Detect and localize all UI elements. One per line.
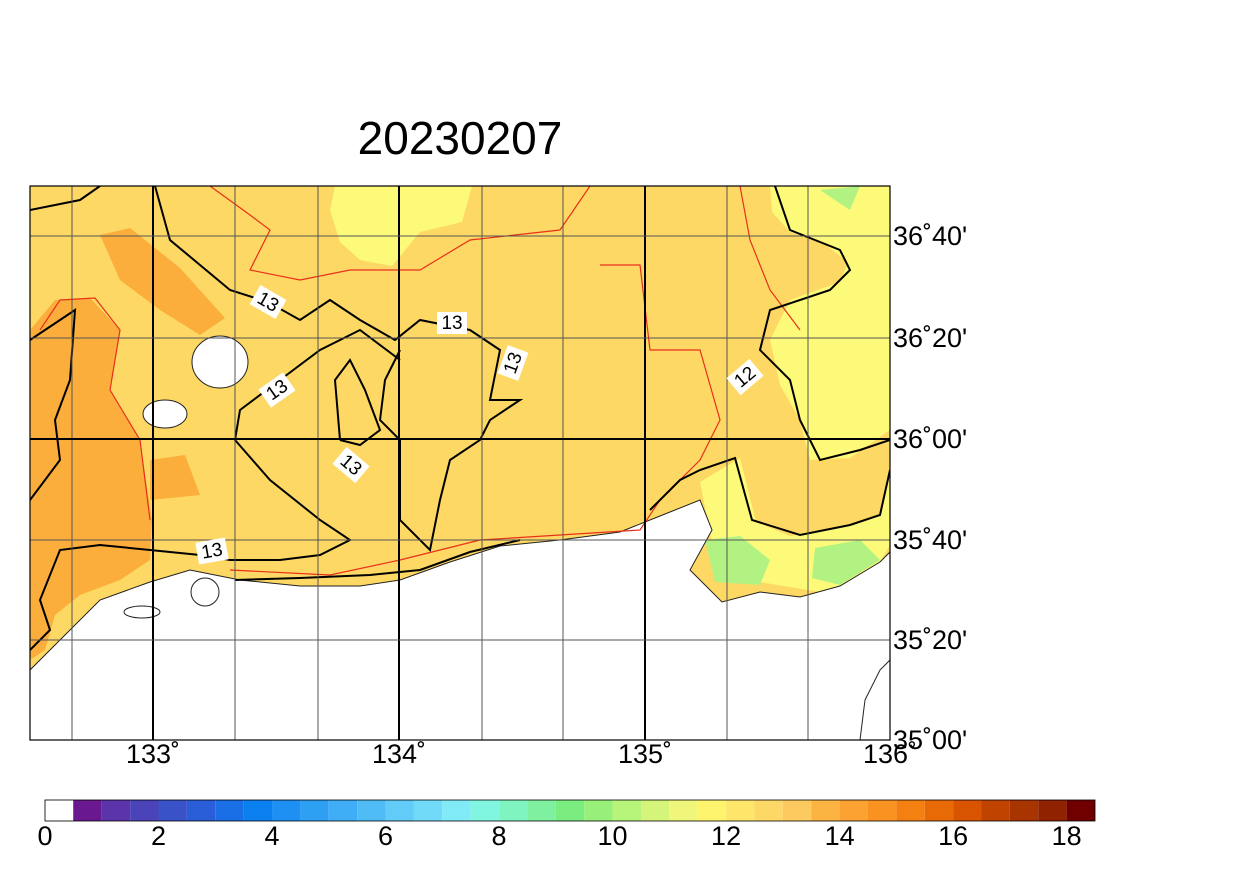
contour-label-bg xyxy=(726,358,764,396)
colorbar-box xyxy=(811,800,840,821)
colorbar-box xyxy=(499,800,528,821)
warm-region xyxy=(100,228,225,335)
land xyxy=(859,659,890,740)
lat-label: 36˚20' xyxy=(893,323,967,353)
colorbar-label: 12 xyxy=(711,821,741,851)
warm-region xyxy=(30,298,152,660)
colorbar-box xyxy=(215,800,244,821)
island xyxy=(190,577,220,607)
lon-label: 133˚ xyxy=(126,739,180,769)
lon-label: 136˚ xyxy=(863,739,917,769)
colorbar: 0 2 4 6 8 10 12 14 16 18 xyxy=(37,799,1096,851)
colorbar-box xyxy=(782,800,812,821)
colorbar-box xyxy=(924,800,954,821)
island xyxy=(142,399,188,429)
colorbar-box xyxy=(584,800,613,821)
colorbar-box xyxy=(839,800,868,821)
contour-label-text: 13 xyxy=(200,539,224,563)
colorbar-box xyxy=(640,800,670,821)
contour-label: 13 xyxy=(437,312,467,334)
colorbar-box xyxy=(272,800,301,821)
contour-label: 13 xyxy=(195,537,229,565)
warm-region xyxy=(150,455,200,500)
contour-12 xyxy=(739,186,801,331)
colorbar-label: 10 xyxy=(598,821,628,851)
land xyxy=(30,499,890,740)
contour-label-bg xyxy=(497,345,529,381)
cool-region xyxy=(770,186,890,460)
island xyxy=(123,605,161,619)
colorbar-box xyxy=(101,800,131,821)
colorbar-box xyxy=(44,799,74,822)
colorbar-box xyxy=(896,800,925,821)
colorbar-box xyxy=(1066,800,1095,821)
colorbar-box xyxy=(754,800,783,821)
contour-12 xyxy=(758,186,890,462)
contour-13 xyxy=(30,308,77,501)
colorbar-label: 8 xyxy=(492,821,507,851)
colorbar-box xyxy=(1038,800,1067,821)
lat-label: 36˚40' xyxy=(893,221,967,251)
colorbar-box xyxy=(669,800,698,821)
colorbar-label: 16 xyxy=(938,821,968,851)
colorbar-box xyxy=(357,800,386,821)
contour-label-bg xyxy=(437,312,467,334)
lon-label: 134˚ xyxy=(372,739,426,769)
colorbar-box xyxy=(527,800,556,821)
contour-13 xyxy=(30,186,101,211)
island xyxy=(191,335,249,389)
contour-label-bg xyxy=(249,284,287,320)
cool-region xyxy=(812,540,880,585)
colorbar-box xyxy=(158,800,187,821)
colorbar-box xyxy=(413,800,443,821)
colorbar-box xyxy=(726,800,755,821)
colorbar-box xyxy=(981,800,1010,821)
colorbar-box xyxy=(1009,800,1039,821)
colorbar-label: 0 xyxy=(37,821,52,851)
cool-region xyxy=(330,186,472,266)
colorbar-box xyxy=(300,800,329,821)
lat-label: 36˚00' xyxy=(893,424,967,454)
colorbar-label: 14 xyxy=(825,821,855,851)
map-area xyxy=(30,186,890,740)
colorbar-label: 6 xyxy=(378,821,393,851)
lon-label: 135˚ xyxy=(618,739,672,769)
contour-label-text: 13 xyxy=(441,313,462,334)
contour-13 xyxy=(333,358,382,447)
colorbar-frame xyxy=(44,799,1096,822)
colorbar-box xyxy=(612,800,641,821)
colorbar-box xyxy=(328,800,358,821)
cool-region xyxy=(820,186,860,210)
colorbar-label: 4 xyxy=(265,821,280,851)
colorbar-box xyxy=(385,800,414,821)
lat-label: 35˚00' xyxy=(893,725,967,755)
colorbar-box xyxy=(130,800,159,821)
colorbar-box xyxy=(243,800,273,821)
contour-12 xyxy=(209,186,591,281)
colorbar-box xyxy=(186,800,216,821)
colorbar-label: 18 xyxy=(1052,821,1082,851)
contour-label-bg xyxy=(258,372,296,408)
contour-12 xyxy=(649,456,890,537)
colorbar-label: 2 xyxy=(151,821,166,851)
colorbar-box xyxy=(555,800,585,821)
graticule xyxy=(30,186,890,740)
colorbar-box xyxy=(73,800,102,821)
colorbar-box xyxy=(470,800,500,821)
map-title: 20230207 xyxy=(358,112,563,164)
map-frame xyxy=(29,185,891,741)
lat-label: 35˚20' xyxy=(893,625,967,655)
contour-label-bg xyxy=(195,537,229,565)
colorbar-box xyxy=(867,800,897,821)
colorbar-box xyxy=(442,800,471,821)
contour-label-bg xyxy=(332,446,370,484)
contour-13 xyxy=(234,539,521,581)
lat-label: 35˚40' xyxy=(893,525,967,555)
cool-region xyxy=(705,536,770,585)
colorbar-box xyxy=(953,800,982,821)
colorbar-box xyxy=(697,800,727,821)
